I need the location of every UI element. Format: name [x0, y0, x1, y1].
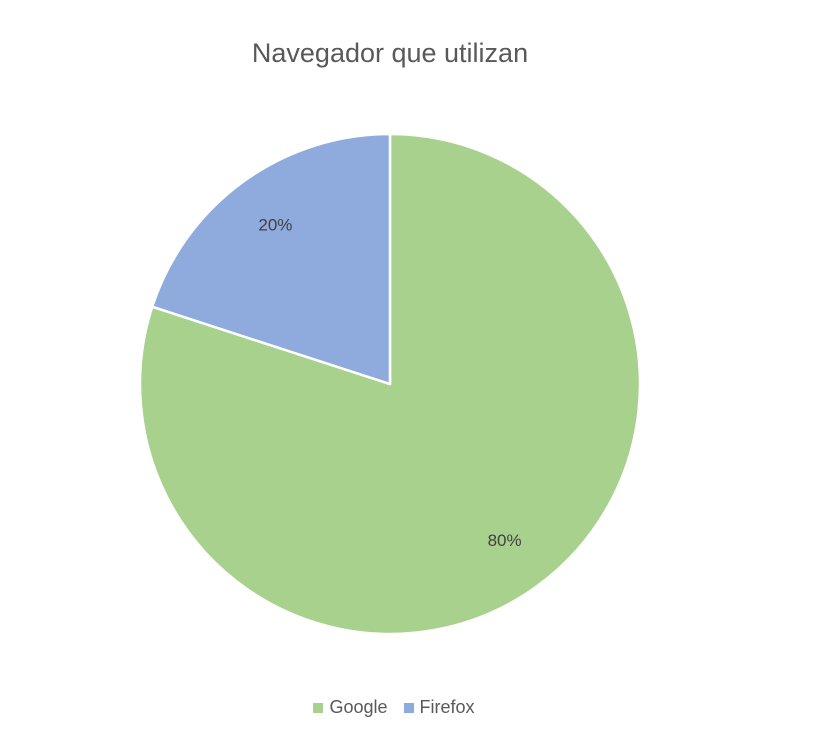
legend-item-google: Google: [313, 697, 388, 718]
legend-item-firefox: Firefox: [403, 697, 475, 718]
legend-swatch-firefox: [403, 702, 414, 713]
data-label-google: 80%: [488, 531, 522, 550]
pie-slice-firefox: [150, 132, 392, 386]
legend: Google Firefox: [0, 697, 788, 718]
chart-title: Navegador que utilizan: [251, 38, 529, 68]
data-label-firefox: 20%: [258, 216, 292, 235]
legend-swatch-google: [313, 702, 324, 713]
legend-label-google: Google: [329, 697, 388, 717]
legend-label-firefox: Firefox: [419, 697, 475, 717]
